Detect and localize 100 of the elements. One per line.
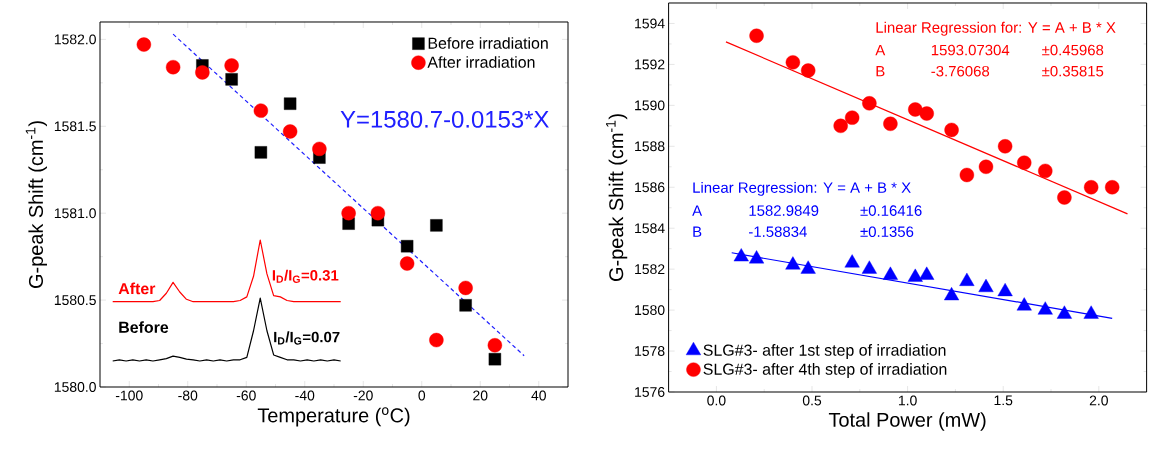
annotation: A (875, 44, 886, 56)
point (458, 280, 473, 296)
x-axis-title: Temperature ($^{o}$C) (257, 407, 410, 427)
point (488, 353, 502, 366)
x-tick-label: 1.0 (898, 395, 917, 406)
annotation: -3.76068 (931, 65, 990, 77)
annotation: Linear Regression for: Y = A + B * X (876, 21, 1116, 36)
x-tick-label: -40 (295, 390, 315, 401)
x-tick-label: -100 (115, 390, 143, 401)
point (341, 206, 356, 221)
point (944, 287, 960, 301)
point (833, 118, 848, 134)
series-label: After (118, 282, 156, 295)
point (944, 122, 959, 138)
y-tick-label: 1594 (635, 18, 665, 29)
point (844, 110, 860, 125)
point (749, 250, 765, 264)
legend-label: Before irradiation (428, 37, 548, 49)
y-tick-label: 1580 (635, 305, 665, 316)
point (1083, 305, 1099, 319)
point (978, 278, 994, 293)
point (487, 338, 503, 353)
x-tick-label: 0.0 (707, 395, 726, 406)
point (919, 266, 935, 280)
x-tick-label: 20 (473, 390, 488, 401)
y-tick-label: 1581.0 (54, 208, 96, 219)
x-tick-label: 2.0 (1089, 395, 1108, 406)
point (1056, 305, 1072, 319)
annotation: ±0.1356 (860, 226, 914, 237)
point (195, 65, 210, 80)
annotation: I$_{D}$/I$_{G}$=0.07 (274, 331, 340, 345)
point (801, 63, 816, 78)
x-axis-title: Total Power (mW) (828, 412, 986, 431)
x-tick-label: -60 (236, 390, 256, 401)
annotation: A (692, 205, 703, 216)
annotation: Y=1580.7-0.0153*X (340, 110, 549, 128)
x-tick-label: -80 (178, 390, 198, 401)
x-tick-label: 0 (418, 390, 426, 401)
legend-label: SLG#3- after 4th step of irradiation (703, 363, 947, 378)
point (254, 146, 268, 159)
annotation: ±0.16416 (860, 205, 922, 216)
annotation: B (876, 66, 885, 77)
annotation: ±0.45968 (1042, 44, 1104, 56)
point (1037, 301, 1053, 315)
point (844, 254, 860, 268)
point (1038, 163, 1053, 179)
point (459, 299, 472, 312)
point (1083, 180, 1099, 195)
point (997, 283, 1013, 297)
point (785, 256, 801, 270)
y-tick-label: 1576 (635, 387, 665, 397)
y-tick-label: 1588 (635, 141, 665, 152)
legend-label: After irradiation (427, 56, 535, 68)
point (370, 206, 386, 221)
y-axis-title: G-peak Shift (cm$^{-1}$) (25, 121, 47, 289)
point (749, 28, 764, 43)
x-tick-label: 1.5 (994, 395, 1013, 406)
y-tick-label: 1592 (635, 59, 665, 70)
annotation: ±0.35815 (1042, 65, 1104, 77)
point (785, 55, 801, 70)
point (959, 272, 975, 286)
x-tick-label: -20 (353, 390, 373, 401)
point (430, 219, 443, 232)
point (907, 268, 923, 282)
point (861, 260, 877, 274)
legend-label: SLG#3- after 1st step of irradiation (703, 344, 946, 359)
point (882, 266, 898, 280)
point (862, 96, 877, 111)
series-label: Before (119, 321, 169, 333)
point (733, 248, 749, 262)
point (1016, 297, 1032, 311)
y-tick-label: 1590 (635, 100, 665, 111)
y-axis-title: G-peak Shift (cm$^{-1}$) (605, 114, 628, 282)
y-tick-label: 1582 (635, 264, 665, 275)
annotation: 1582.9849 (749, 205, 819, 216)
point (429, 332, 444, 348)
point (283, 97, 297, 110)
point (1057, 190, 1072, 205)
point (800, 260, 816, 274)
point (400, 240, 414, 253)
annotation: B (693, 226, 702, 237)
point (978, 159, 994, 174)
y-tick-label: 1578 (635, 346, 665, 356)
point (312, 141, 327, 157)
y-tick-label: 1586 (635, 182, 665, 193)
x-tick-label: 0.5 (802, 395, 822, 406)
point (997, 139, 1013, 154)
y-tick-label: 1584 (635, 223, 665, 234)
point (1105, 180, 1120, 195)
x-tick-label: 40 (531, 390, 546, 401)
annotation: I$_{D}$/I$_{G}$=0.31 (272, 269, 339, 283)
y-tick-label: 1582.0 (54, 34, 96, 45)
point (282, 124, 298, 139)
annotation: Linear Regression: Y = A + B * X (693, 181, 911, 196)
y-tick-label: 1581.5 (54, 121, 96, 132)
y-tick-label: 1580.0 (54, 382, 96, 392)
point (253, 103, 269, 118)
point (225, 73, 238, 86)
point (136, 37, 152, 52)
point (919, 106, 934, 121)
